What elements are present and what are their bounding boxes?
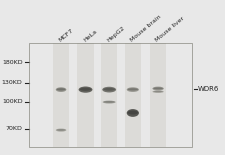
- Text: MCF7: MCF7: [58, 28, 74, 43]
- Ellipse shape: [104, 101, 115, 103]
- Ellipse shape: [127, 109, 139, 117]
- Text: WDR6: WDR6: [198, 86, 219, 92]
- Ellipse shape: [56, 87, 66, 92]
- Bar: [125, 43, 141, 147]
- Bar: [53, 43, 69, 147]
- Ellipse shape: [56, 128, 66, 132]
- Ellipse shape: [56, 88, 65, 91]
- Bar: [29, 43, 192, 147]
- Ellipse shape: [103, 88, 115, 91]
- Ellipse shape: [128, 88, 138, 91]
- Text: 130KD: 130KD: [2, 80, 22, 85]
- Text: 100KD: 100KD: [2, 99, 22, 104]
- Ellipse shape: [102, 87, 116, 93]
- Ellipse shape: [79, 86, 92, 93]
- Ellipse shape: [127, 87, 139, 92]
- Ellipse shape: [152, 87, 164, 91]
- Ellipse shape: [153, 91, 163, 92]
- Text: Mouse brain: Mouse brain: [130, 14, 162, 43]
- Ellipse shape: [56, 129, 65, 131]
- Ellipse shape: [103, 101, 116, 104]
- Text: 180KD: 180KD: [2, 60, 22, 65]
- Text: Mouse liver: Mouse liver: [155, 16, 186, 43]
- Ellipse shape: [153, 87, 163, 89]
- Ellipse shape: [80, 88, 91, 91]
- Ellipse shape: [128, 111, 138, 115]
- Bar: [101, 43, 117, 147]
- Text: 70KD: 70KD: [6, 126, 23, 131]
- Bar: [150, 43, 166, 147]
- Text: HeLa: HeLa: [82, 29, 98, 43]
- Ellipse shape: [152, 90, 164, 93]
- Bar: [77, 43, 94, 147]
- Text: HepG2: HepG2: [106, 25, 126, 43]
